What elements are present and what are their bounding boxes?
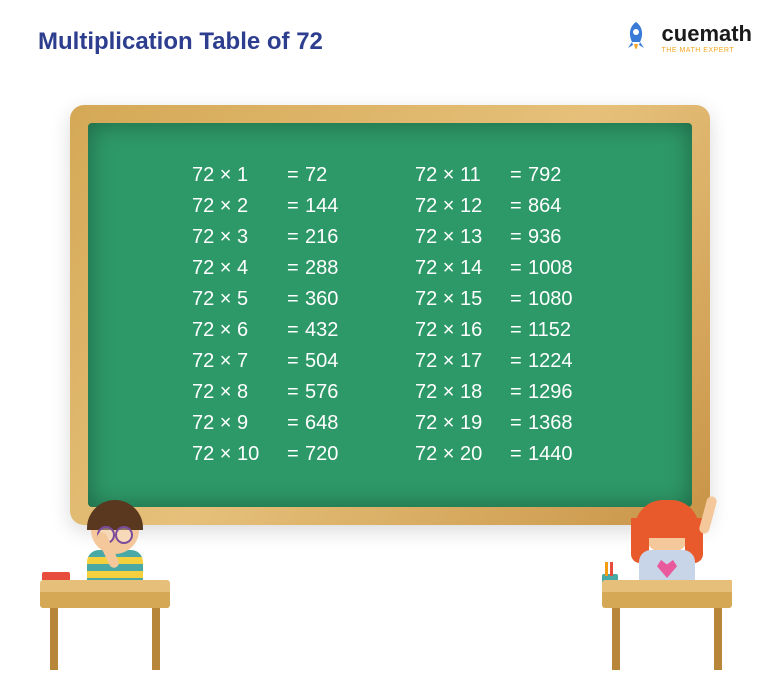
table-row: 72 × 16=1152 [415,319,588,342]
table-row: 72 × 6=432 [192,319,365,342]
logo-text: cuemath [662,23,752,45]
table-row: 72 × 10=720 [192,443,365,466]
brand-logo: cuemath THE MATH EXPERT [618,20,752,56]
table-column-right: 72 × 11=792 72 × 12=864 72 × 13=936 72 × 14… [415,164,588,466]
table-row: 72 × 18=1296 [415,381,588,404]
page-title: Multiplication Table of 72 [38,28,323,56]
table-row: 72 × 5=360 [192,288,365,311]
logo-tagline: THE MATH EXPERT [662,47,752,54]
rocket-icon [618,20,654,56]
table-row: 72 × 1=72 [192,164,365,187]
table-row: 72 × 15=1080 [415,288,588,311]
table-row: 72 × 12=864 [415,195,588,218]
student-boy [30,490,180,670]
table-row: 72 × 8=576 [192,381,365,404]
table-row: 72 × 9=648 [192,412,365,435]
chalkboard-frame: 72 × 1=72 72 × 2=144 72 × 3=216 72 × 4=288 7… [70,105,710,525]
student-girl [592,490,742,670]
table-row: 72 × 13=936 [415,226,588,249]
table-row: 72 × 11=792 [415,164,588,187]
table-row: 72 × 19=1368 [415,412,588,435]
table-row: 72 × 17=1224 [415,350,588,373]
table-column-left: 72 × 1=72 72 × 2=144 72 × 3=216 72 × 4=288 7… [192,164,365,466]
table-row: 72 × 2=144 [192,195,365,218]
table-row: 72 × 3=216 [192,226,365,249]
chalkboard: 72 × 1=72 72 × 2=144 72 × 3=216 72 × 4=288 7… [88,123,692,507]
table-row: 72 × 20=1440 [415,443,588,466]
table-row: 72 × 7=504 [192,350,365,373]
table-row: 72 × 14=1008 [415,257,588,280]
table-row: 72 × 4=288 [192,257,365,280]
